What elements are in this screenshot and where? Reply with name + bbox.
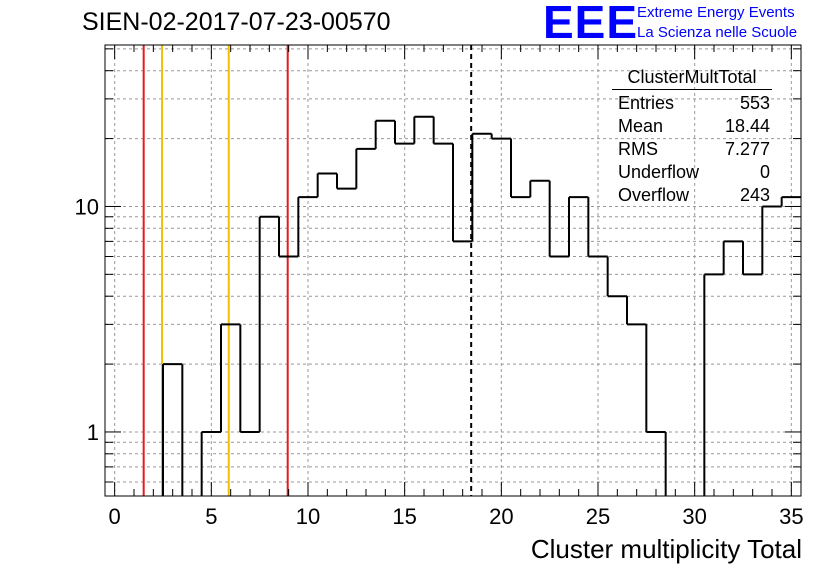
eee-logo: EEE Extreme Energy Events La Scienza nel…: [543, 0, 833, 48]
logo-line-1: Extreme Energy Events: [637, 4, 795, 21]
stats-title: ClusterMultTotal: [612, 66, 772, 90]
tick-labels: 0 5 10 15 20 25 30 35 1 10: [75, 194, 804, 529]
plot-frame: [104, 44, 802, 497]
stats-row-mean: Mean 18.44: [612, 115, 772, 138]
y-tick-label: 10: [75, 194, 99, 219]
logo-mark: EEE: [543, 0, 639, 48]
x-axis-title: Cluster multiplicity Total: [530, 534, 802, 564]
stats-value: 18.44: [724, 116, 770, 136]
logo-line-2: La Scienza nelle Scuole: [637, 24, 798, 41]
x-tick-label: 15: [392, 504, 416, 529]
x-tick-label: 0: [109, 504, 121, 529]
stats-value: 7.277: [724, 139, 770, 159]
x-tick-label: 20: [489, 504, 513, 529]
stats-box: ClusterMultTotal Entries 553 Mean 18.44 …: [612, 66, 772, 207]
x-tick-label: 5: [205, 504, 217, 529]
stats-row-rms: RMS 7.277: [612, 138, 772, 161]
stats-row-entries: Entries 553: [612, 92, 772, 115]
stats-row-underflow: Underflow 0: [612, 161, 772, 184]
x-tick-label: 35: [779, 504, 803, 529]
vertical-markers: [142, 45, 473, 496]
axis-ticks: [105, 45, 801, 496]
stats-value: 553: [739, 93, 770, 113]
x-tick-label: 30: [682, 504, 706, 529]
stats-label: Entries: [618, 93, 675, 113]
stats-row-overflow: Overflow 243: [612, 184, 772, 207]
stats-label: Overflow: [618, 185, 690, 205]
stats-label: Underflow: [618, 162, 700, 182]
histogram-series: [162, 115, 801, 496]
y-tick-label: 1: [87, 420, 99, 445]
x-tick-label: 25: [586, 504, 610, 529]
x-tick-label: 10: [296, 504, 320, 529]
stats-value: 243: [739, 185, 770, 205]
stats-value: 0: [759, 162, 770, 182]
stats-label: RMS: [618, 139, 658, 159]
stats-label: Mean: [618, 116, 664, 136]
chart-title: SIEN-02-2017-07-23-00570: [82, 8, 391, 36]
